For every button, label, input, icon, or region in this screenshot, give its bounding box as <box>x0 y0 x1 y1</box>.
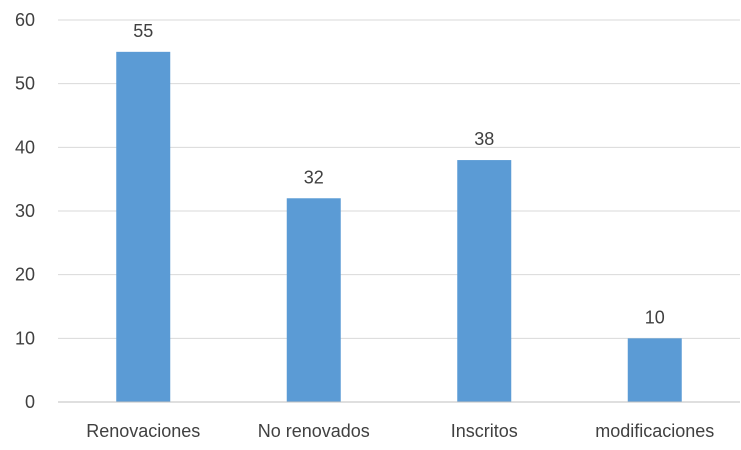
y-tick-label: 30 <box>15 201 35 221</box>
bar-modificaciones <box>627 338 682 402</box>
x-axis-category-labels: Renovaciones No renovados Inscritos modific… <box>86 421 714 441</box>
data-labels: 55 32 38 10 <box>133 21 665 328</box>
y-tick-label: 40 <box>15 137 35 157</box>
x-category-label: modificaciones <box>595 421 714 441</box>
gridlines <box>58 19 740 339</box>
data-label: 38 <box>474 129 494 149</box>
bar-no-renovados <box>286 198 341 402</box>
y-tick-label: 60 <box>15 10 35 30</box>
y-tick-label: 10 <box>15 328 35 348</box>
y-tick-label: 50 <box>15 74 35 94</box>
data-label: 32 <box>304 167 324 187</box>
x-category-label: Renovaciones <box>86 421 200 441</box>
data-label: 10 <box>645 307 665 327</box>
y-tick-label: 20 <box>15 265 35 285</box>
bar-renovaciones <box>116 51 171 402</box>
bars <box>116 51 682 402</box>
bar-inscritos <box>457 160 512 402</box>
y-axis-tick-labels: 0 10 20 30 40 50 60 <box>15 10 35 412</box>
data-label: 55 <box>133 21 153 41</box>
x-category-label: No renovados <box>258 421 370 441</box>
y-tick-label: 0 <box>25 392 35 412</box>
x-category-label: Inscritos <box>451 421 518 441</box>
